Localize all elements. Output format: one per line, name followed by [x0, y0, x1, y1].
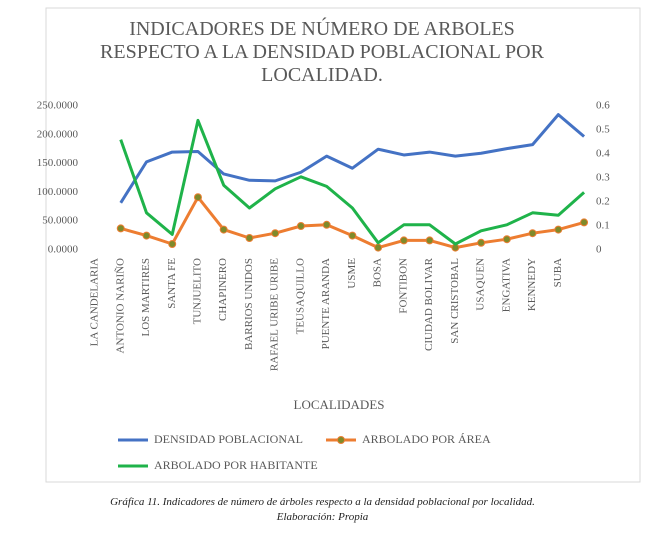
x-tick-label: SAN CRISTOBAL — [449, 258, 461, 344]
x-tick-label: TEUSAQUILLO — [294, 258, 306, 334]
point-marker — [193, 193, 202, 202]
point-marker — [168, 240, 177, 248]
legend-label: DENSIDAD POBLACIONAL — [154, 432, 303, 446]
point-marker — [348, 231, 357, 240]
y-tick-label: 200.0000 — [37, 128, 79, 140]
legend-label: ARBOLADO POR HABITANTE — [154, 458, 318, 472]
x-tick-label: CHAPINERO — [217, 258, 229, 321]
series-line — [119, 118, 586, 246]
point-marker — [502, 235, 511, 244]
x-tick-label: USME — [346, 258, 358, 289]
point-marker — [528, 229, 537, 238]
y-tick-label: 50.0000 — [42, 215, 78, 227]
x-tick-label: BOSA — [372, 258, 384, 287]
point-marker — [219, 225, 228, 234]
point-marker — [296, 222, 305, 230]
x-tick-label: LOS MARTIRES — [140, 258, 152, 337]
x-axis-title: LOCALIDADES — [294, 397, 385, 412]
chart-frame — [45, 7, 641, 483]
y2-tick-label: 0.5 — [596, 124, 610, 136]
x-tick-label: PUENTE ARANDA — [320, 258, 332, 349]
caption: Gráfica 11. Indicadores de número de árb… — [0, 495, 645, 525]
y2-tick-label: 0.6 — [596, 100, 610, 112]
y-tick-label: 0.0000 — [48, 244, 79, 256]
point-marker — [245, 234, 254, 242]
point-marker — [399, 236, 408, 245]
y-tick-label: 250.0000 — [37, 100, 79, 112]
x-tick-label: ENGATIVA — [500, 258, 512, 312]
y2-tick-label: 0.2 — [596, 196, 610, 208]
x-tick-label: CIUDAD BOLIVAR — [423, 257, 435, 351]
point-marker — [425, 236, 434, 245]
x-tick-label: TUNJUELITO — [191, 258, 203, 324]
point-marker — [477, 238, 486, 247]
point-marker — [554, 225, 563, 234]
y-tick-label: 100.0000 — [37, 186, 79, 198]
caption-line: Gráfica 11. Indicadores de número de árb… — [110, 496, 535, 508]
legend-label: ARBOLADO POR ÁREA — [362, 432, 491, 446]
y2-tick-label: 0.3 — [596, 172, 610, 184]
x-tick-label: ANTONIO NARIÑO — [114, 258, 126, 353]
caption-line: Elaboración: Propia — [276, 511, 369, 523]
chart-title: INDICADORES DE NÚMERO DE ARBOLES RESPECT… — [100, 18, 544, 86]
x-tick-label: BARRIOS UNIDOS — [243, 258, 255, 350]
point-marker — [374, 243, 383, 252]
point-marker — [580, 218, 589, 227]
y2-tick-label: 0.1 — [596, 220, 610, 232]
point-marker — [142, 231, 151, 240]
legend-marker — [337, 436, 345, 444]
series-line — [119, 113, 586, 204]
y2-tick-label: 0.4 — [596, 148, 610, 160]
x-tick-label: FONTIBON — [397, 258, 409, 314]
x-tick-label: LA CANDELARIA — [89, 258, 101, 346]
point-marker — [271, 229, 280, 238]
y2-tick-label: 0 — [596, 244, 602, 256]
x-tick-label: SUBA — [552, 258, 564, 287]
y-tick-label: 150.0000 — [37, 157, 79, 169]
x-tick-label: RAFAEL URIBE URIBE — [269, 258, 281, 371]
point-marker — [116, 224, 125, 233]
x-tick-label: SANTA FE — [166, 258, 178, 309]
x-tick-label: KENNEDY — [526, 258, 538, 311]
point-marker — [322, 220, 331, 229]
x-tick-label: USAQUEN — [475, 258, 487, 311]
